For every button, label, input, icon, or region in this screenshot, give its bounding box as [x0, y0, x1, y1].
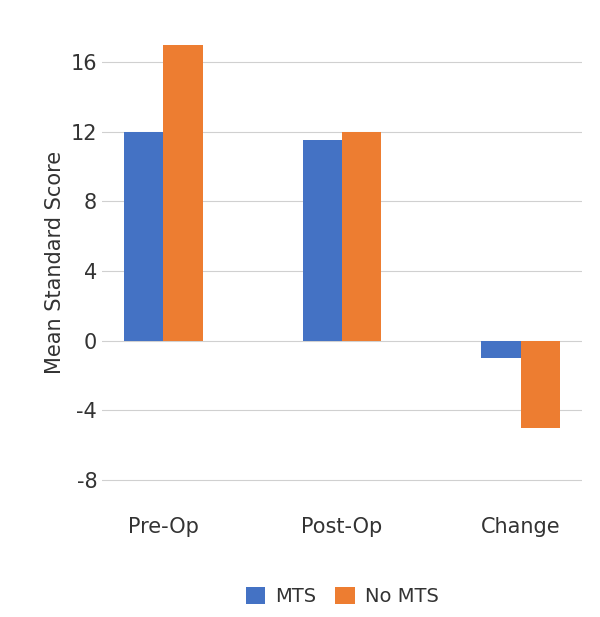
Bar: [163, 44, 203, 341]
Bar: [521, 341, 560, 428]
Bar: [124, 131, 163, 341]
Bar: [342, 131, 382, 341]
Y-axis label: Mean Standard Score: Mean Standard Score: [45, 151, 65, 374]
Bar: [481, 341, 521, 358]
Bar: [302, 141, 342, 341]
Legend: MTS, No MTS: MTS, No MTS: [238, 579, 446, 614]
